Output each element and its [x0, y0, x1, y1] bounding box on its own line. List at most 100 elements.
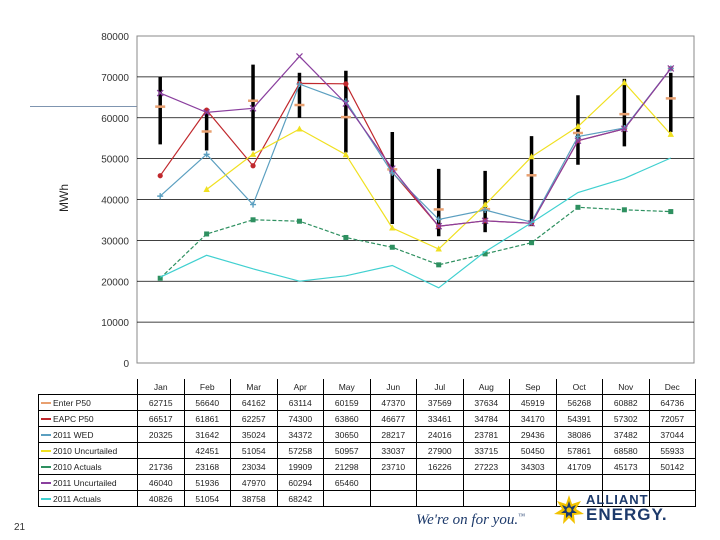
table-cell: 72057 — [648, 410, 696, 427]
table-cell: 30650 — [323, 426, 371, 443]
table-cell — [416, 474, 464, 491]
table-cell: 27223 — [462, 458, 510, 475]
data-point — [342, 100, 350, 108]
table-cell: 37044 — [648, 426, 696, 443]
table-row: 2010 Actuals 21736 23168 23034 19909 21298 237… — [38, 458, 696, 475]
sun-logo-icon — [554, 495, 584, 524]
table-cell: 37569 — [416, 394, 464, 411]
table-cell — [462, 490, 510, 507]
y-tick-label: 10000 — [101, 318, 129, 329]
table-cell: 34303 — [509, 458, 557, 475]
table-cell: 57258 — [276, 442, 324, 459]
table-cell — [509, 490, 557, 507]
gridlines — [137, 76, 694, 323]
y-tick-label: 70000 — [101, 73, 129, 84]
table-cell: 34372 — [276, 426, 324, 443]
y-tick-label: 40000 — [101, 196, 129, 207]
table-cell: 33461 — [416, 410, 464, 427]
table-cell: 65460 — [323, 474, 371, 491]
table-cell: 61861 — [183, 410, 231, 427]
legend-swatch — [41, 482, 51, 485]
page-number: 21 — [14, 522, 26, 533]
legend-swatch — [41, 450, 51, 453]
data-point — [389, 169, 396, 176]
table-cell — [555, 474, 603, 491]
table-corner-cell — [38, 379, 138, 395]
legend-cell: 2011 Actuals — [38, 490, 138, 507]
table-cell: 23781 — [462, 426, 510, 443]
table-row: Enter P50 62715 56640 64162 63114 60159 47370 3… — [38, 394, 696, 411]
column-header: Nov — [602, 379, 650, 395]
column-header: Sep — [509, 379, 557, 395]
legend-label: 2011 WED — [53, 429, 94, 440]
column-header: Jun — [369, 379, 417, 395]
table-cell: 23710 — [369, 458, 417, 475]
table-cell: 20325 — [137, 426, 185, 443]
data-point — [667, 130, 674, 137]
table-cell: 27900 — [416, 442, 464, 459]
data-point — [436, 262, 442, 268]
series-line — [159, 206, 671, 279]
table-cell — [137, 442, 185, 459]
table-cell: 64736 — [648, 394, 696, 411]
table-cell: 38758 — [230, 490, 278, 507]
table-cell: 56640 — [183, 394, 231, 411]
legend-label: 2011 Actuals — [53, 493, 102, 504]
table-cell: 62257 — [230, 410, 278, 427]
table-cell — [648, 490, 696, 507]
data-point — [203, 185, 210, 192]
table-cell: 31642 — [183, 426, 231, 443]
data-point — [574, 133, 581, 140]
table-cell: 34170 — [509, 410, 557, 427]
tagline: We're on for you.™ — [416, 512, 525, 529]
data-point — [482, 251, 488, 257]
column-header: Aug — [462, 379, 510, 395]
legend-cell: EAPC P50 — [38, 410, 138, 427]
legend-label: 2010 Uncurtailed — [53, 445, 118, 456]
table-cell — [416, 490, 464, 507]
data-point — [249, 150, 257, 157]
data-point — [343, 81, 349, 87]
data-point — [203, 108, 211, 116]
data-point — [482, 206, 489, 213]
data-point — [250, 217, 256, 223]
y-tick-labels: 0 10000 20000 30000 40000 50000 60000 70000 8000… — [101, 32, 129, 370]
data-point — [621, 79, 628, 86]
column-header: Apr — [276, 379, 324, 395]
data-point — [435, 222, 443, 230]
legend-cell: 2011 Uncurtailed — [38, 474, 138, 491]
table-cell: 23168 — [183, 458, 231, 475]
column-header: Feb — [183, 379, 231, 395]
table-header-row: Jan Feb Mar Apr May Jun Jul Aug Sep Oct Nov Dec — [38, 379, 696, 395]
data-point — [668, 209, 674, 215]
table-cell: 68580 — [602, 442, 650, 459]
data-point — [388, 165, 396, 172]
legend-swatch — [41, 466, 51, 469]
table-cell: 45173 — [602, 458, 650, 475]
legend-cell: Enter P50 — [38, 394, 138, 411]
data-point — [249, 104, 257, 112]
y-tick-label: 20000 — [101, 277, 129, 288]
table-cell: 35024 — [230, 426, 278, 443]
data-point — [481, 201, 489, 208]
table-cell: 51054 — [183, 490, 231, 507]
legend-label: EAPC P50 — [53, 413, 94, 424]
legend-cell: 2010 Uncurtailed — [38, 442, 138, 459]
data-point — [157, 173, 163, 179]
table-cell: 28217 — [369, 426, 417, 443]
table-cell: 40826 — [137, 490, 185, 507]
table-cell: 57861 — [555, 442, 603, 459]
table-cell: 64162 — [230, 394, 278, 411]
table-cell: 42451 — [183, 442, 231, 459]
table-cell — [323, 490, 371, 507]
column-header: Jan — [137, 379, 185, 395]
data-point — [481, 217, 489, 225]
tagline-text: We're on for you. — [416, 512, 519, 528]
data-point — [620, 125, 628, 133]
data-point — [296, 125, 303, 132]
y-tick-label: 60000 — [101, 114, 129, 125]
table-cell: 60159 — [323, 394, 371, 411]
table-cell: 63860 — [323, 410, 371, 427]
data-point — [389, 224, 396, 231]
